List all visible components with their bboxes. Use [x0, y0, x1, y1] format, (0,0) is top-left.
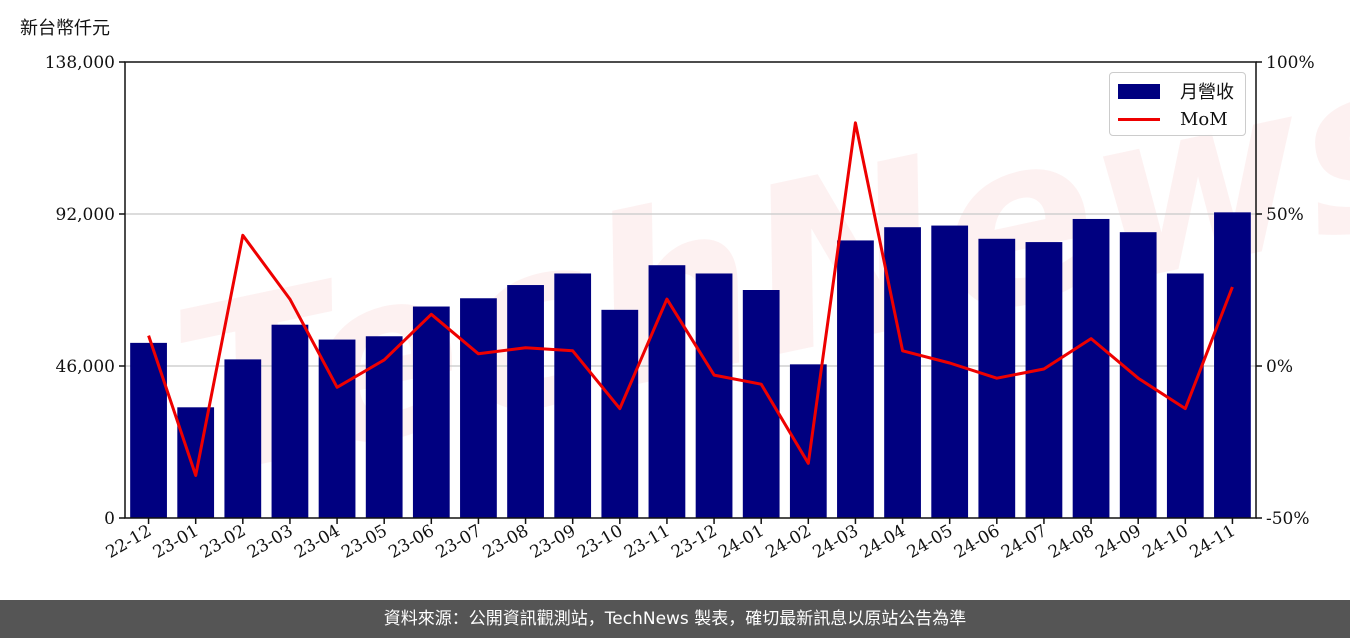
x-tick-label: 23-05 — [338, 521, 390, 563]
bar-24-11 — [1214, 212, 1251, 518]
bar-23-06 — [412, 306, 450, 518]
bar-24-03 — [837, 240, 874, 518]
legend-label-mom: MoM — [1180, 108, 1228, 130]
right-tick-label: 0% — [1266, 357, 1293, 377]
bar-23-02 — [224, 359, 262, 518]
bar-23-04 — [318, 339, 356, 518]
bar-23-10 — [601, 309, 639, 518]
x-tick-label: 23-06 — [385, 521, 437, 563]
y-axis-unit-label: 新台幣仟元 — [20, 18, 110, 39]
left-tick-label: 0 — [104, 509, 115, 529]
bar-24-09 — [1119, 232, 1157, 518]
x-tick-label: 24-07 — [998, 521, 1050, 563]
x-tick-label: 24-05 — [904, 521, 956, 563]
bar-24-04 — [884, 227, 921, 518]
right-axis-ticks: -50% 0% 50% 100% — [1256, 53, 1315, 529]
x-tick-label: 24-10 — [1139, 521, 1191, 563]
x-tick-label: 24-01 — [715, 521, 767, 563]
x-axis-ticks: 22-1223-0123-0223-0323-0423-0523-0623-07… — [103, 518, 1239, 563]
x-tick-label: 24-06 — [951, 521, 1003, 563]
x-tick-label: 24-08 — [1045, 521, 1097, 563]
bar-23-12 — [695, 273, 733, 518]
x-tick-label: 24-03 — [809, 521, 861, 563]
axes — [124, 61, 1257, 519]
bar-24-05 — [931, 225, 969, 518]
x-tick-label: 23-12 — [668, 521, 720, 563]
legend-swatch-line — [1118, 117, 1160, 121]
bar-24-08 — [1072, 218, 1110, 518]
x-tick-label: 24-02 — [762, 521, 814, 563]
left-tick-label: 46,000 — [56, 357, 115, 377]
source-footer: 資料來源：公開資訊觀測站，TechNews 製表，確切最新訊息以原站公告為準 — [0, 600, 1350, 638]
x-tick-label: 23-04 — [291, 521, 343, 563]
x-tick-label: 24-04 — [857, 521, 909, 563]
x-tick-label: 24-11 — [1186, 521, 1238, 563]
bar-23-03 — [271, 324, 309, 518]
x-tick-label: 23-10 — [574, 521, 626, 563]
right-tick-label: 100% — [1266, 53, 1315, 73]
bar-23-09 — [554, 273, 592, 518]
x-tick-label: 23-01 — [150, 521, 202, 563]
legend: 月營收 MoM — [1109, 72, 1246, 136]
grid-lines — [125, 213, 1256, 367]
left-axis-ticks: 0 46,000 92,000 138,000 — [45, 53, 125, 529]
x-tick-label: 23-09 — [527, 521, 579, 563]
bar-24-10 — [1166, 273, 1204, 518]
x-tick-label: 24-09 — [1092, 521, 1144, 563]
x-tick-label: 23-07 — [432, 521, 484, 563]
legend-item-revenue: 月營收 — [1118, 79, 1234, 103]
bar-23-01 — [177, 407, 215, 518]
legend-item-mom: MoM — [1118, 107, 1228, 131]
left-tick-label: 92,000 — [56, 205, 115, 225]
bar-24-07 — [1025, 242, 1063, 518]
x-tick-label: 23-03 — [244, 521, 296, 563]
legend-label-revenue: 月營收 — [1180, 82, 1234, 103]
bar-23-05 — [365, 336, 403, 518]
left-tick-label: 138,000 — [45, 53, 115, 73]
x-tick-label: 23-08 — [480, 521, 532, 563]
bar-series — [130, 212, 1251, 519]
line-series — [147, 121, 1234, 477]
right-tick-label: -50% — [1266, 509, 1310, 529]
bar-23-07 — [460, 298, 497, 518]
bar-23-08 — [507, 285, 544, 518]
right-tick-label: 50% — [1266, 205, 1304, 225]
bar-23-11 — [648, 265, 686, 518]
x-tick-label: 23-11 — [621, 521, 673, 563]
plot-frame — [124, 61, 1257, 519]
legend-swatch-bar — [1118, 83, 1160, 99]
mom-line — [147, 121, 1234, 477]
